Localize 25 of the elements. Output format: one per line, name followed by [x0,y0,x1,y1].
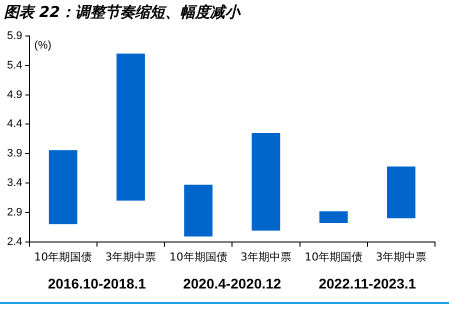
text: 2022.11-2023.1 [318,276,416,292]
x-tick-label: 3年期中票 [376,250,427,264]
bar [252,133,280,231]
x-tick-label: 3年期中票 [105,250,156,264]
y-tick-label: 3.9 [6,148,22,160]
x-tick-label: 10年期国债 [34,250,92,264]
y-tick-label: 2.9 [6,206,22,218]
y-tick-label: 5.4 [6,59,22,72]
x-tick-label: 10年期国债 [304,250,363,264]
text: 2020.4-2020.12 [183,276,282,292]
bar [319,211,348,223]
y-tick-label: 3.4 [6,177,22,190]
x-tick-label: 10年期国债 [169,250,228,264]
chart-title: 图表 22：调整节奏缩短、幅度减小 [4,2,242,21]
bar [116,54,145,201]
text: 2016.10-2018.1 [48,276,146,292]
bar [48,150,78,224]
y-tick-label: 4.9 [6,88,22,101]
x-tick-label: 3年期中票 [240,250,292,264]
y-tick-label: 5.9 [6,30,22,42]
y-tick-label: 4.4 [6,118,22,130]
bar [184,184,213,237]
y-tick-label: 2.4 [6,236,22,248]
y-axis-title: (%) [34,40,52,52]
bar [386,166,416,218]
